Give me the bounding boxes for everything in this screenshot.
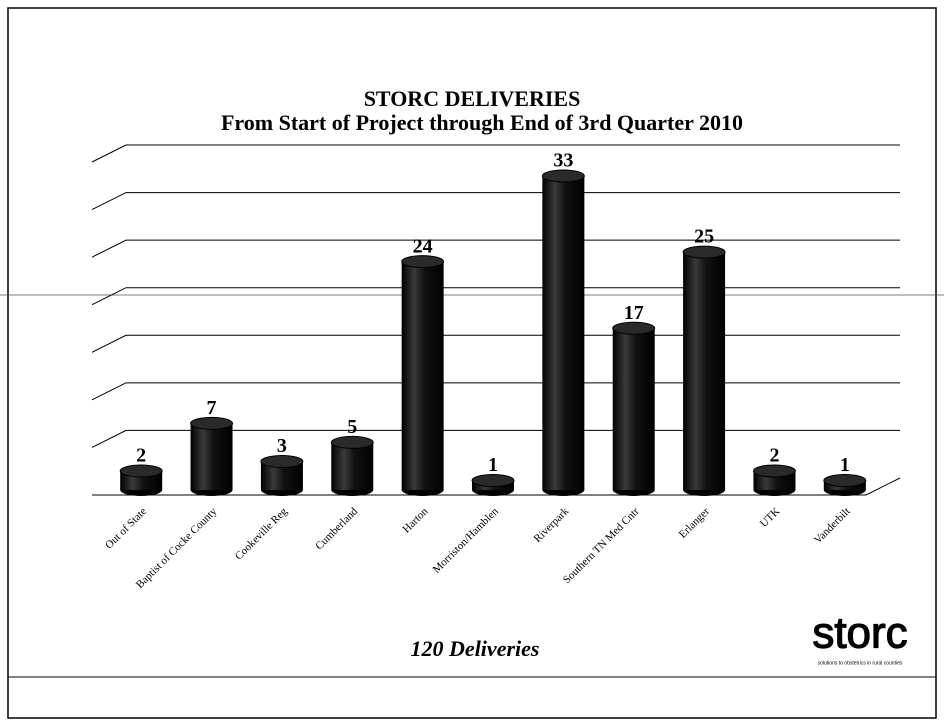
x-tick-label: Riverpark — [532, 505, 572, 545]
bar-top — [401, 255, 445, 269]
x-tick-label: Cumberland — [313, 505, 360, 552]
value-label: 25 — [694, 226, 714, 248]
bar-top — [541, 169, 585, 183]
frame — [7, 7, 937, 719]
bar-top — [682, 245, 726, 259]
bar-top — [190, 416, 234, 430]
grid-line — [91, 287, 900, 306]
value-label: 3 — [277, 435, 287, 457]
x-tick-label: Vanderbilt — [812, 505, 853, 546]
grid-line — [91, 144, 900, 163]
x-tick-label: Morriston/Hamblen — [431, 505, 502, 576]
bar — [331, 442, 374, 490]
bar — [612, 328, 655, 490]
value-label: 33 — [553, 150, 573, 172]
value-label: 5 — [347, 416, 357, 438]
x-tick-label: Erlanger — [677, 505, 712, 540]
bar-top — [612, 321, 656, 335]
value-label: 2 — [136, 445, 146, 467]
bar — [683, 252, 726, 490]
value-label: 1 — [488, 454, 498, 476]
chart-title: STORC DELIVERIES — [364, 86, 581, 111]
bar-top — [260, 454, 304, 468]
grid-line — [91, 192, 900, 211]
bar-top — [119, 464, 163, 478]
grid-line — [91, 239, 900, 258]
bar-top — [330, 435, 374, 449]
logo: storc — [812, 609, 907, 658]
bar — [542, 176, 585, 490]
logo-tagline: solutions to obstetrics in rural countie… — [818, 660, 903, 666]
value-label: 7 — [207, 397, 217, 419]
bar-top — [471, 473, 515, 487]
value-label: 17 — [624, 302, 644, 324]
value-label: 24 — [413, 235, 433, 257]
chart-subtitle: From Start of Project through End of 3rd… — [221, 110, 743, 135]
bar — [401, 261, 444, 490]
x-tick-label: Baptist of Cocke County — [134, 505, 220, 591]
bar-top — [823, 473, 867, 487]
value-label: 1 — [840, 454, 850, 476]
bar — [190, 423, 233, 490]
bar-top — [752, 464, 796, 478]
grid-line — [91, 334, 900, 353]
value-label: 2 — [769, 445, 779, 467]
x-tick-label: Cookeville Reg — [233, 505, 290, 562]
x-tick-label: Out of State — [103, 505, 149, 551]
annotation: 120 Deliveries — [411, 636, 540, 661]
x-tick-label: UTK — [758, 505, 783, 530]
x-tick-label: Harton — [400, 505, 430, 535]
x-tick-label: Southern TN Med Cntr — [561, 505, 642, 586]
